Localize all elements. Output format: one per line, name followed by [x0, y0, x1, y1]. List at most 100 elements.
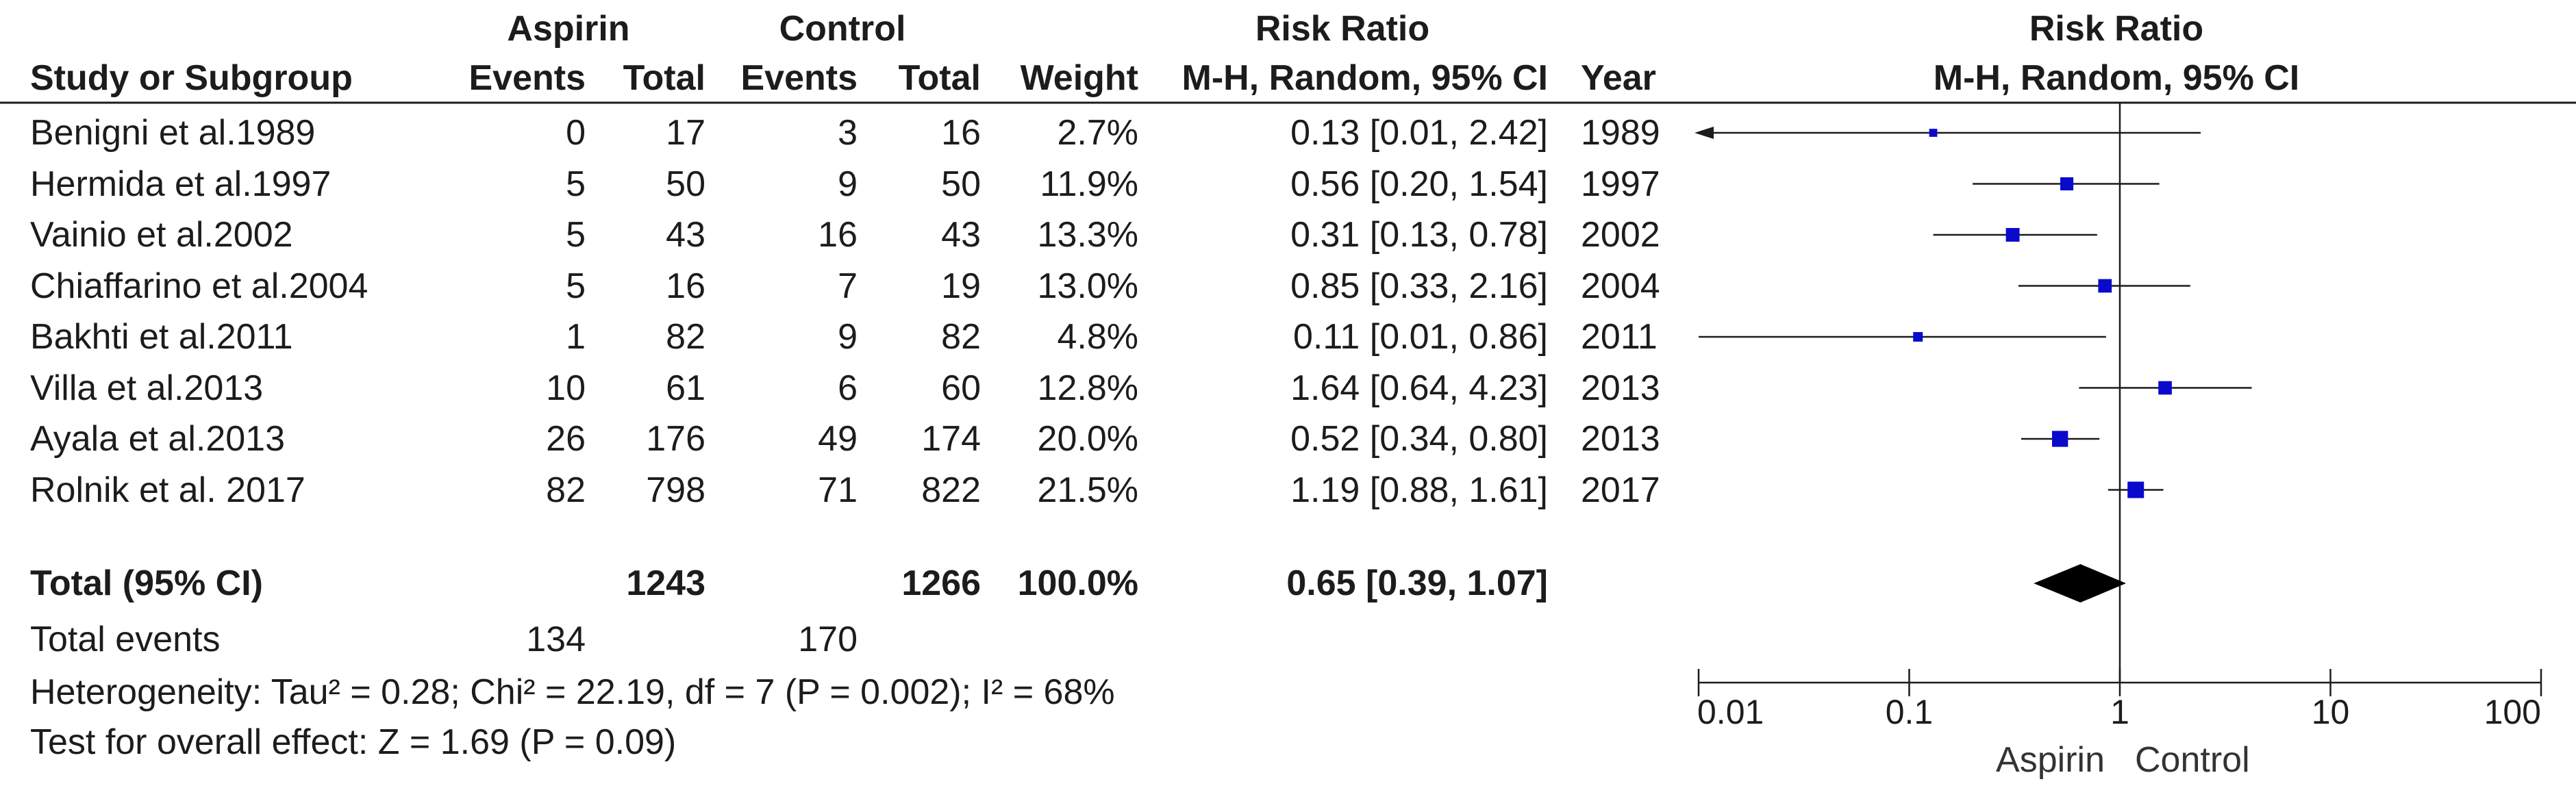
study-name: Rolnik et al. 2017 — [30, 470, 305, 510]
control-total-sum: 1266 — [901, 563, 981, 603]
study-year: 2013 — [1581, 368, 1660, 408]
aspirin-total-sum: 1243 — [626, 563, 705, 603]
study-weight: 11.9% — [1040, 164, 1138, 204]
aspirin-total: 798 — [646, 470, 705, 510]
study-estimate-marker — [1929, 129, 1938, 137]
study-year: 2011 — [1581, 317, 1658, 357]
aspirin-total: 82 — [666, 317, 705, 357]
aspirin-events: 5 — [566, 215, 586, 255]
risk-ratio-ci: 0.13 [0.01, 2.42] — [1290, 113, 1548, 153]
study-weight: 4.8% — [1057, 317, 1138, 357]
study-estimate-marker — [2158, 381, 2172, 395]
aspirin-events: 5 — [566, 266, 586, 306]
risk-ratio-table-header: Risk Ratio — [1255, 9, 1430, 49]
risk-ratio-ci: 0.56 [0.20, 1.54] — [1290, 164, 1548, 204]
study-weight: 21.5% — [1037, 470, 1138, 510]
aspirin-events: 82 — [546, 470, 586, 510]
study-estimate-marker — [2005, 228, 2020, 242]
control-events: 71 — [818, 470, 858, 510]
aspirin-events: 26 — [546, 419, 586, 459]
study-estimate-marker — [2127, 481, 2144, 498]
x-axis-tick-label: 1 — [2110, 693, 2129, 731]
favours-aspirin-label: Aspirin — [1996, 740, 2105, 780]
control-total: 60 — [941, 368, 981, 408]
aspirin-events: 0 — [566, 113, 586, 153]
x-axis-tick-label: 0.01 — [1697, 693, 1764, 731]
control-total: 16 — [941, 113, 981, 153]
control-total: 822 — [921, 470, 981, 510]
overall-effect-test: Test for overall effect: Z = 1.69 (P = 0… — [30, 722, 677, 762]
aspirin-events: 5 — [566, 164, 586, 204]
study-weight: 13.3% — [1037, 215, 1138, 255]
heterogeneity-statistic: Heterogeneity: Tau² = 0.28; Chi² = 22.19… — [30, 672, 1115, 712]
study-year: 2013 — [1581, 419, 1660, 459]
aspirin-total-events: 134 — [526, 620, 586, 659]
control-events: 6 — [838, 368, 858, 408]
control-total: 19 — [941, 266, 981, 306]
aspirin-events: 10 — [546, 368, 586, 408]
risk-ratio-plot-header: Risk Ratio — [2029, 9, 2204, 49]
study-name: Chiaffarino et al.2004 — [30, 266, 368, 306]
study-weight: 12.8% — [1037, 368, 1138, 408]
control-total-header: Total — [898, 58, 981, 98]
year-header: Year — [1581, 58, 1656, 98]
study-estimate-marker — [2098, 279, 2112, 293]
study-year: 2002 — [1581, 215, 1660, 255]
plot-method-header: M-H, Random, 95% CI — [1933, 58, 2300, 98]
risk-ratio-ci: 0.31 [0.13, 0.78] — [1290, 215, 1548, 255]
study-name: Bakhti et al.2011 — [30, 317, 293, 357]
study-year: 2017 — [1581, 470, 1660, 510]
aspirin-events-header: Events — [468, 58, 586, 98]
total-events-label: Total events — [30, 620, 221, 659]
aspirin-total: 16 — [666, 266, 705, 306]
study-name: Ayala et al.2013 — [30, 419, 285, 459]
study-weight: 20.0% — [1037, 419, 1138, 459]
control-events: 7 — [838, 266, 858, 306]
risk-ratio-ci: 0.85 [0.33, 2.16] — [1290, 266, 1548, 306]
risk-ratio-ci: 1.64 [0.64, 4.23] — [1290, 368, 1548, 408]
favours-control-label: Control — [2135, 740, 2250, 780]
control-events: 3 — [838, 113, 858, 153]
study-year: 2004 — [1581, 266, 1660, 306]
study-estimate-marker — [1913, 332, 1923, 342]
x-axis-tick-label: 100 — [2484, 693, 2541, 731]
aspirin-total: 176 — [646, 419, 705, 459]
aspirin-total: 61 — [666, 368, 705, 408]
study-name: Villa et al.2013 — [30, 368, 264, 408]
pooled-risk-ratio: 0.65 [0.39, 1.07] — [1286, 563, 1548, 603]
aspirin-total: 43 — [666, 215, 705, 255]
aspirin-events: 1 — [566, 317, 586, 357]
total-weight: 100.0% — [1017, 563, 1138, 603]
x-axis-tick-label: 0.1 — [1886, 693, 1934, 731]
control-group-header: Control — [779, 9, 906, 49]
study-name: Hermida et al.1997 — [30, 164, 332, 204]
study-weight: 13.0% — [1037, 266, 1138, 306]
ci-truncation-arrow — [1695, 127, 1714, 139]
risk-ratio-ci: 0.11 [0.01, 0.86] — [1293, 317, 1548, 357]
risk-ratio-ci: 1.19 [0.88, 1.61] — [1290, 470, 1548, 510]
control-total: 174 — [921, 419, 981, 459]
control-events-header: Events — [740, 58, 858, 98]
aspirin-total-header: Total — [623, 58, 705, 98]
aspirin-total: 50 — [666, 164, 705, 204]
total-label: Total (95% CI) — [30, 563, 263, 603]
control-total: 50 — [941, 164, 981, 204]
study-name: Vainio et al.2002 — [30, 215, 293, 255]
control-total-events: 170 — [798, 620, 858, 659]
study-estimate-marker — [2052, 431, 2068, 447]
aspirin-total: 17 — [666, 113, 705, 153]
risk-ratio-ci: 0.52 [0.34, 0.80] — [1290, 419, 1548, 459]
control-events: 49 — [818, 419, 858, 459]
control-total: 82 — [941, 317, 981, 357]
study-name: Benigni et al.1989 — [30, 113, 316, 153]
control-events: 16 — [818, 215, 858, 255]
control-events: 9 — [838, 164, 858, 204]
study-weight: 2.7% — [1057, 113, 1138, 153]
method-header: M-H, Random, 95% CI — [1181, 58, 1549, 98]
study-column-header: Study or Subgroup — [30, 58, 353, 98]
study-estimate-marker — [2060, 177, 2074, 191]
pooled-estimate-diamond — [2034, 564, 2127, 602]
study-year: 1997 — [1581, 164, 1660, 204]
